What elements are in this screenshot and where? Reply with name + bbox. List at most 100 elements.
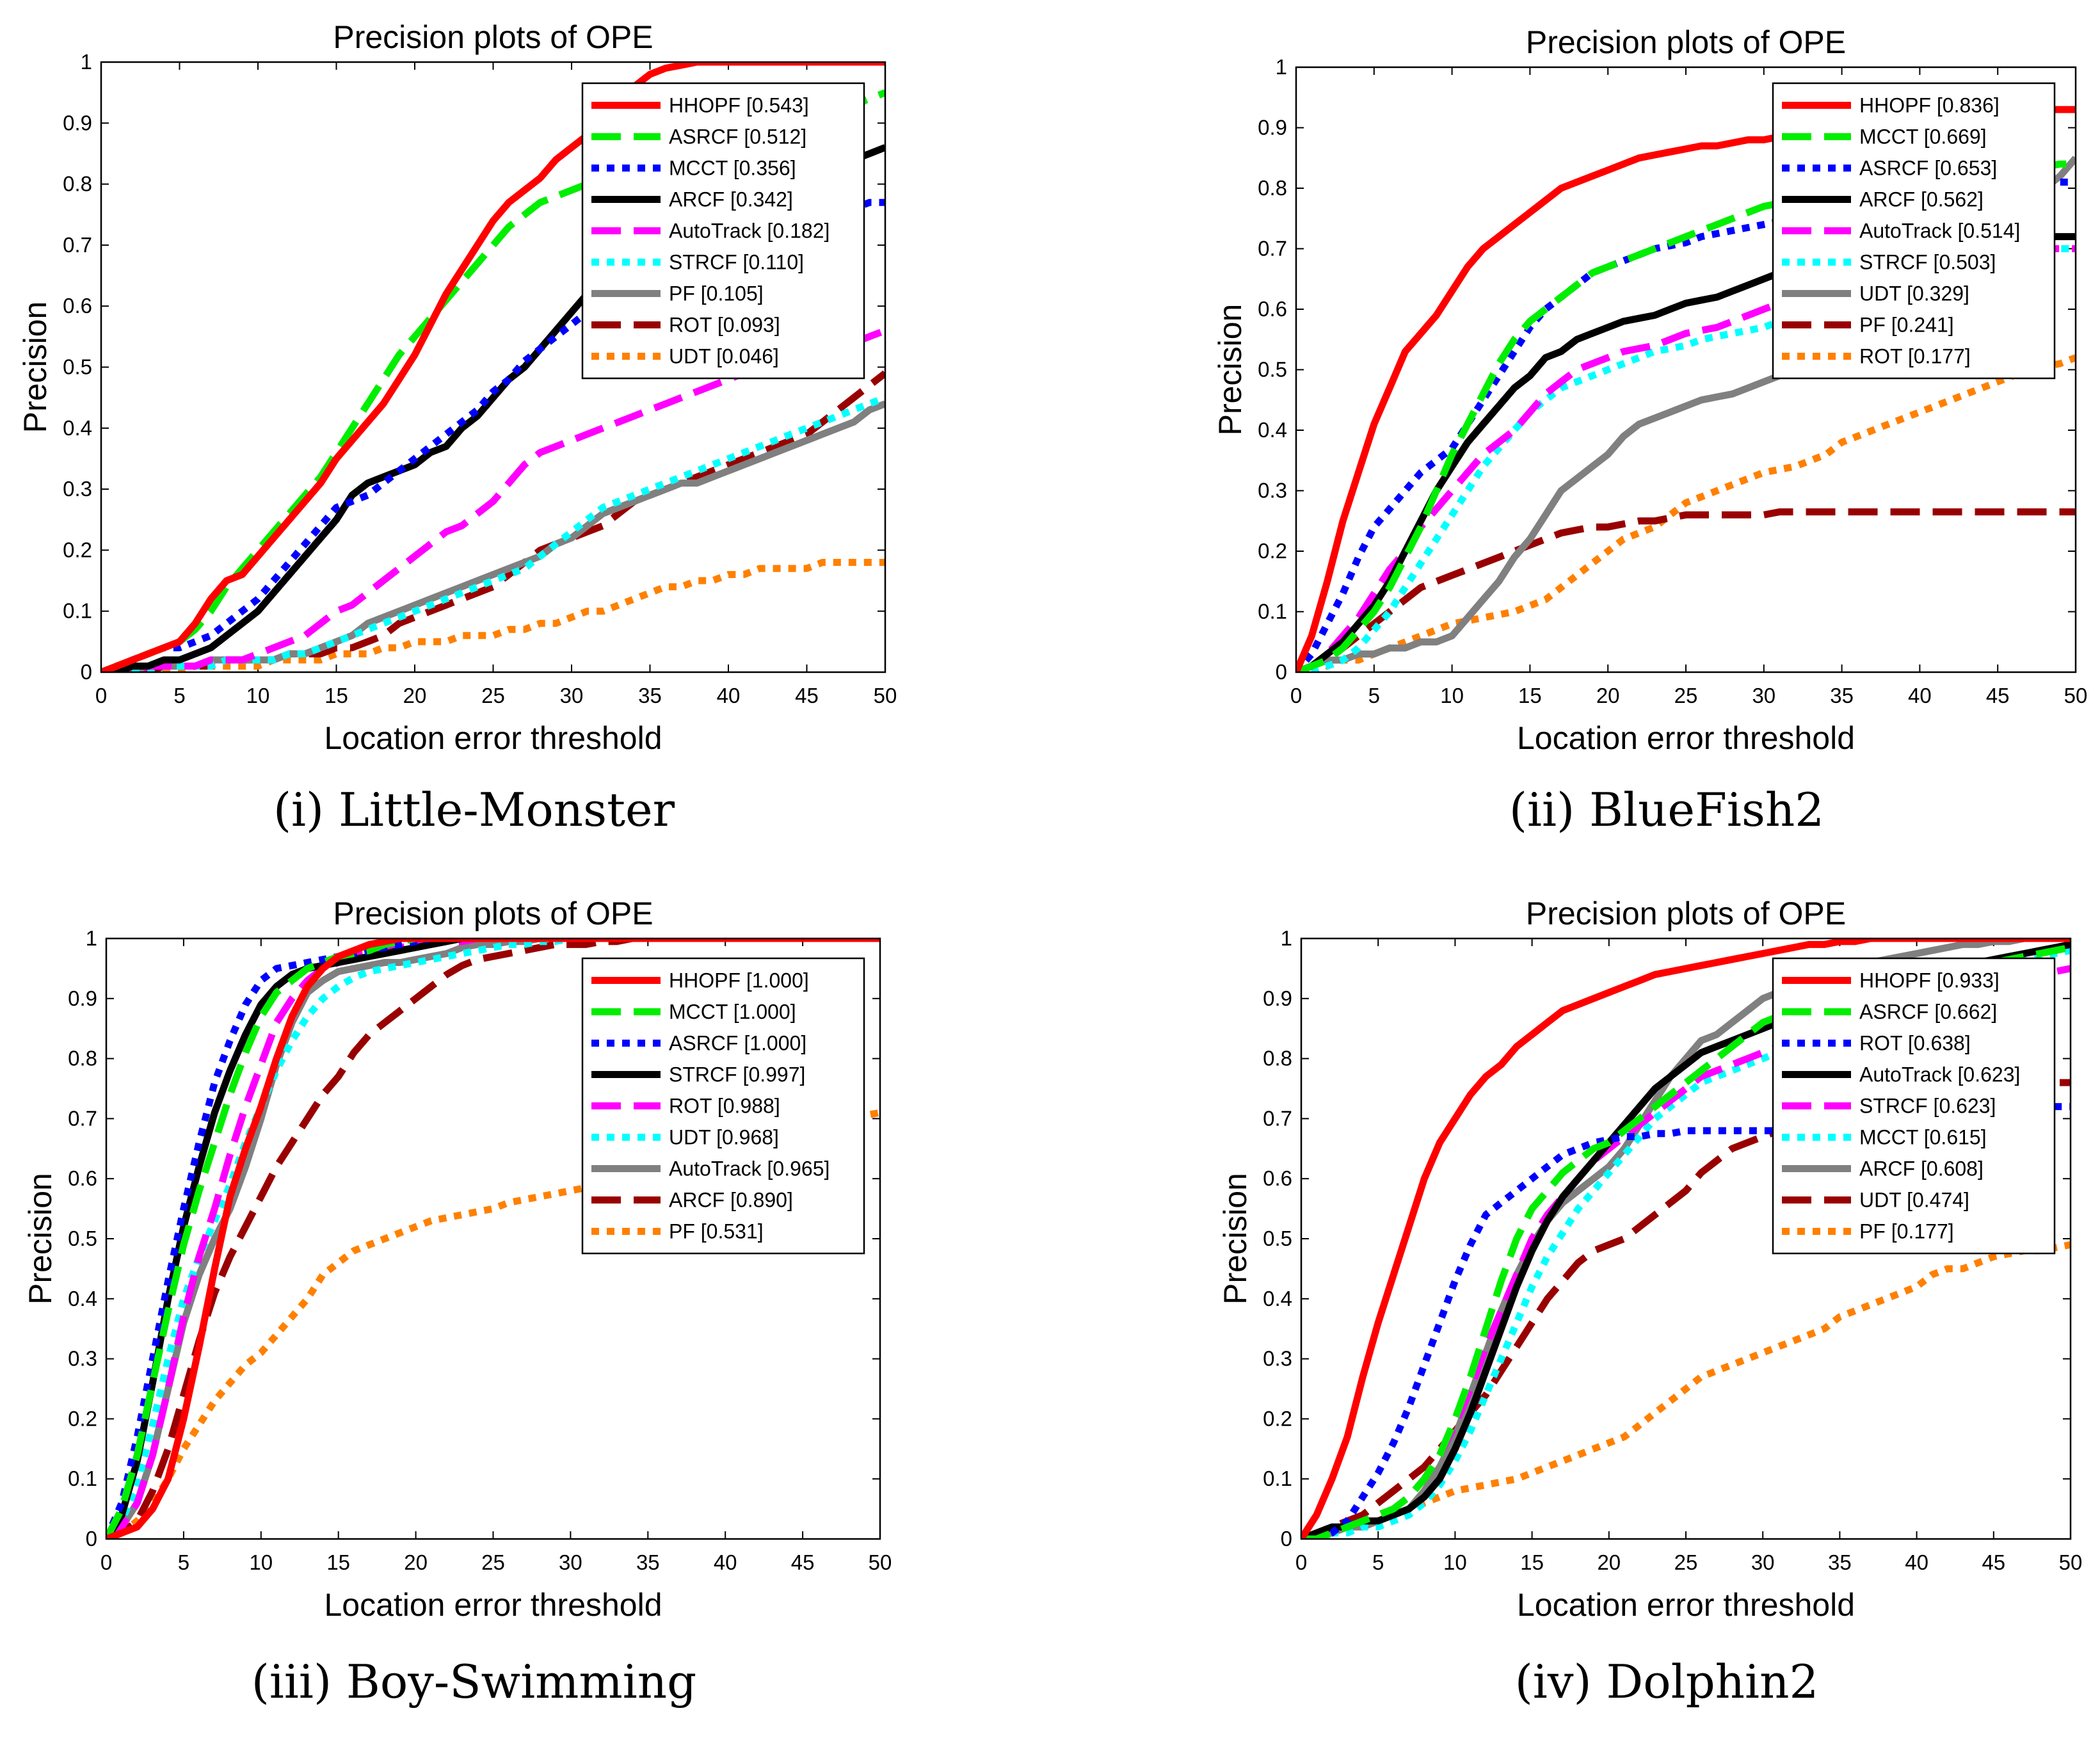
x-tick-label: 25 [481, 684, 505, 707]
y-tick-label: 0.5 [63, 355, 92, 379]
legend-label: MCCT [1.000] [669, 1001, 796, 1024]
y-tick-label: 1 [1281, 926, 1292, 950]
x-tick-label: 20 [403, 684, 427, 707]
y-tick-label: 0.7 [1263, 1106, 1292, 1130]
x-tick-label: 30 [560, 684, 584, 707]
legend-label: STRCF [0.110] [669, 251, 804, 274]
y-tick-label: 0.1 [1258, 600, 1287, 624]
series-line-rot [1296, 354, 2076, 672]
x-tick-label: 5 [178, 1550, 189, 1574]
x-tick-label: 5 [1368, 684, 1380, 707]
x-tick-label: 50 [874, 684, 897, 707]
y-tick-label: 0.2 [1258, 539, 1287, 563]
series-line-pf [1296, 508, 2076, 672]
y-tick-label: 0.5 [1263, 1227, 1292, 1250]
y-tick-label: 0.9 [68, 986, 97, 1010]
y-tick-label: 0.9 [1263, 986, 1292, 1010]
legend-label: UDT [0.046] [669, 345, 779, 368]
y-tick-label: 0.9 [1258, 116, 1287, 140]
y-tick-label: 0.5 [1258, 358, 1287, 382]
series-line-hhopf [106, 938, 880, 1539]
x-tick-label: 0 [1290, 684, 1302, 707]
x-tick-label: 0 [95, 684, 107, 707]
legend-label: ASRCF [0.662] [1859, 1001, 1997, 1024]
x-tick-label: 35 [638, 684, 662, 707]
legend-label: UDT [0.968] [669, 1126, 779, 1149]
panel-caption: (i) Little-Monster [273, 783, 675, 837]
y-tick-label: 0.3 [1263, 1347, 1292, 1371]
x-tick-label: 25 [1674, 1550, 1698, 1574]
y-tick-label: 0.3 [68, 1347, 97, 1371]
x-axis-label: Location error threshold [1517, 1587, 1855, 1623]
y-tick-label: 1 [1276, 55, 1287, 79]
y-tick-label: 0.4 [1263, 1287, 1292, 1310]
x-tick-label: 35 [636, 1550, 660, 1574]
axes-box [1300, 937, 2072, 1540]
legend-label: PF [0.177] [1859, 1220, 1954, 1243]
legend-label: HHOPF [0.543] [669, 94, 809, 117]
legend-label: AutoTrack [0.182] [669, 220, 830, 243]
series-line-hhopf [101, 62, 885, 672]
y-axis-label: Precision [17, 302, 53, 433]
x-tick-label: 15 [326, 1550, 350, 1574]
x-tick-label: 20 [404, 1550, 428, 1574]
panel-caption: (iv) Dolphin2 [1515, 1655, 1819, 1709]
series-line-asrcf [106, 938, 880, 1539]
x-tick-label: 50 [2064, 684, 2088, 707]
y-tick-label: 0.6 [1263, 1166, 1292, 1190]
legend-box [1772, 82, 2056, 380]
axes-box [105, 937, 881, 1540]
series-line-mcct [106, 938, 880, 1539]
y-tick-label: 0.7 [68, 1106, 97, 1130]
legend-box [581, 957, 865, 1255]
legend-label: PF [0.241] [1859, 314, 1954, 337]
legend-label: ROT [0.093] [669, 314, 780, 337]
chart-title: Precision plots of OPE [333, 896, 653, 931]
chart-title: Precision plots of OPE [1526, 24, 1846, 60]
x-tick-label: 25 [481, 1550, 505, 1574]
legend-label: ASRCF [0.512] [669, 125, 806, 149]
y-tick-label: 0.2 [1263, 1406, 1292, 1430]
y-tick-label: 0 [1281, 1527, 1292, 1550]
y-tick-label: 0.6 [63, 294, 92, 318]
legend-label: ROT [0.177] [1859, 345, 1971, 368]
axes-box [1295, 66, 2077, 673]
legend-label: STRCF [0.503] [1859, 251, 1996, 274]
x-tick-label: 45 [1986, 684, 2010, 707]
chart-title: Precision plots of OPE [1526, 896, 1846, 931]
legend-box [581, 82, 865, 380]
legend-box [1772, 957, 2056, 1255]
series-line-mcct [1296, 160, 2076, 672]
y-tick-label: 0 [86, 1527, 97, 1550]
legend-label: ROT [0.638] [1859, 1032, 1971, 1055]
x-tick-label: 40 [1908, 684, 1932, 707]
legend-label: AutoTrack [0.623] [1859, 1063, 2020, 1086]
x-tick-label: 5 [173, 684, 185, 707]
y-tick-label: 1 [86, 926, 97, 950]
x-tick-label: 15 [325, 684, 348, 707]
x-tick-label: 10 [1443, 1550, 1467, 1574]
series-line-arcf [106, 938, 880, 1539]
x-tick-label: 30 [559, 1550, 582, 1574]
y-tick-label: 0.1 [1263, 1467, 1292, 1490]
y-tick-label: 0.7 [63, 233, 92, 257]
chart-title: Precision plots of OPE [333, 19, 653, 55]
legend-label: STRCF [0.997] [669, 1063, 805, 1086]
y-tick-label: 0 [1276, 660, 1287, 684]
legend: HHOPF [0.543] ASRCF [0.512] MCCT [0.356] AR… [581, 82, 865, 380]
x-tick-label: 15 [1518, 684, 1542, 707]
legend-label: AutoTrack [0.965] [669, 1157, 830, 1180]
series-line-asrcf [1301, 944, 2071, 1539]
legend: HHOPF [1.000] MCCT [1.000] ASRCF [1.000] ST… [581, 957, 865, 1255]
legend-label: MCCT [0.356] [669, 157, 796, 180]
x-tick-label: 25 [1674, 684, 1698, 707]
legend-label: ARCF [0.342] [669, 188, 793, 211]
legend-label: PF [0.531] [669, 1220, 764, 1243]
x-tick-label: 45 [1982, 1550, 2005, 1574]
y-tick-label: 0.3 [63, 477, 92, 501]
x-tick-label: 10 [1440, 684, 1464, 707]
x-tick-label: 0 [100, 1550, 112, 1574]
